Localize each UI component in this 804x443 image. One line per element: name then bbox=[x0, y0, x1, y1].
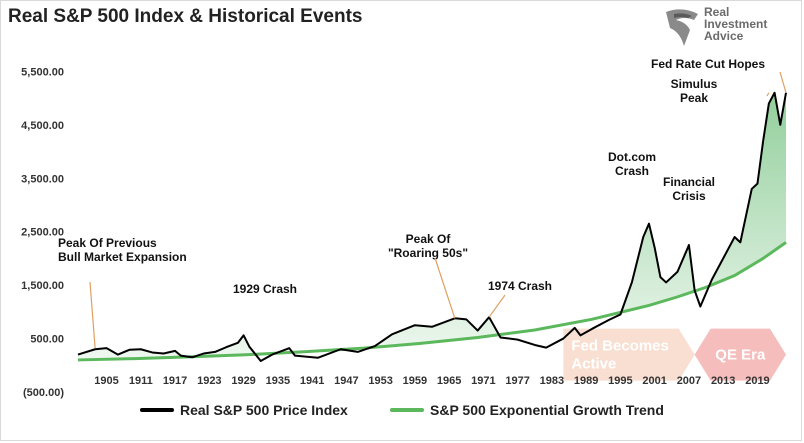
y-tick-label: 4,500.00 bbox=[21, 120, 64, 132]
y-tick-label: 2,500.00 bbox=[21, 227, 64, 239]
logo-text: Real Investment Advice bbox=[704, 6, 767, 42]
annotation-leader-line bbox=[434, 257, 456, 319]
y-tick-label: (500.00) bbox=[23, 387, 64, 399]
legend-label-trend: S&P 500 Exponential Growth Trend bbox=[430, 402, 664, 418]
y-tick-label: 3,500.00 bbox=[21, 173, 64, 185]
annotation-label: Peak bbox=[680, 91, 708, 105]
x-tick-label: 2013 bbox=[711, 375, 735, 387]
annotation-label: Peak Of bbox=[406, 232, 452, 246]
annotation-label: Fed Rate Cut Hopes bbox=[651, 57, 765, 71]
chart-title: Real S&P 500 Index & Historical Events bbox=[8, 6, 363, 27]
x-tick-label: 2007 bbox=[677, 375, 701, 387]
x-tick-label: 1977 bbox=[505, 375, 529, 387]
y-tick-label: 1,500.00 bbox=[21, 280, 64, 292]
x-tick-label: 1935 bbox=[266, 375, 290, 387]
x-tick-label: 1905 bbox=[94, 375, 118, 387]
annotation-leader-line bbox=[766, 92, 770, 97]
y-tick-label: 5,500.00 bbox=[21, 66, 64, 78]
region-label: Active bbox=[571, 356, 616, 373]
x-tick-label: 1965 bbox=[437, 375, 461, 387]
x-tick-label: 1953 bbox=[368, 375, 392, 387]
legend-swatch-trend bbox=[390, 408, 424, 412]
logo-line3: Advice bbox=[704, 29, 744, 43]
annotation-label: Bull Market Expansion bbox=[58, 250, 187, 264]
x-tick-label: 1941 bbox=[300, 375, 324, 387]
price-line bbox=[77, 91, 787, 363]
trend-line bbox=[77, 241, 787, 362]
fed-active-arrow bbox=[563, 328, 695, 381]
legend: Real S&P 500 Price Index S&P 500 Exponen… bbox=[140, 402, 740, 422]
x-tick-label: 1917 bbox=[163, 375, 187, 387]
x-tick-label: 1923 bbox=[197, 375, 221, 387]
logo: Real Investment Advice bbox=[664, 6, 794, 50]
annotation-label: Financial bbox=[663, 175, 715, 189]
annotation-label: "Roaring 50s" bbox=[388, 246, 468, 260]
x-tick-label: 1959 bbox=[403, 375, 427, 387]
annotation-label: Crash bbox=[615, 164, 649, 178]
x-tick-label: 1929 bbox=[231, 375, 255, 387]
x-tick-label: 1911 bbox=[129, 375, 153, 387]
x-tick-label: 1971 bbox=[471, 375, 495, 387]
y-tick-label: 500.00 bbox=[30, 334, 64, 346]
legend-label-price: Real S&P 500 Price Index bbox=[180, 402, 348, 418]
annotation-label: 1974 Crash bbox=[488, 279, 552, 293]
annotation-label: 1929 Crash bbox=[233, 282, 297, 296]
region-label: Fed Becomes bbox=[571, 338, 669, 355]
x-tick-label: 1995 bbox=[608, 375, 632, 387]
annotation-label: Peak Of Previous bbox=[58, 236, 157, 250]
eagle-head-icon bbox=[666, 9, 698, 46]
logo-line2: Investment bbox=[704, 17, 768, 31]
legend-item-trend: S&P 500 Exponential Growth Trend bbox=[390, 402, 664, 418]
x-tick-label: 2001 bbox=[642, 375, 666, 387]
region-label: QE Era bbox=[715, 347, 766, 364]
x-tick-label: 1983 bbox=[540, 375, 564, 387]
qe-era-arrow bbox=[694, 328, 786, 381]
x-tick-label: 2019 bbox=[745, 375, 769, 387]
logo-line1: Real bbox=[704, 5, 730, 19]
annotation-leader-line bbox=[488, 294, 506, 318]
annotation-label: Crisis bbox=[672, 189, 706, 203]
legend-item-price: Real S&P 500 Price Index bbox=[140, 402, 348, 418]
annotation-label: Dot.com bbox=[608, 150, 656, 164]
legend-swatch-price bbox=[140, 408, 174, 412]
annotation-label: Simulus bbox=[671, 77, 718, 91]
annotation-leader-line bbox=[779, 71, 787, 93]
x-tick-label: 1989 bbox=[574, 375, 598, 387]
x-tick-label: 1947 bbox=[334, 375, 358, 387]
annotation-leader-line bbox=[89, 281, 96, 349]
price-above-trend-fill bbox=[78, 92, 786, 360]
